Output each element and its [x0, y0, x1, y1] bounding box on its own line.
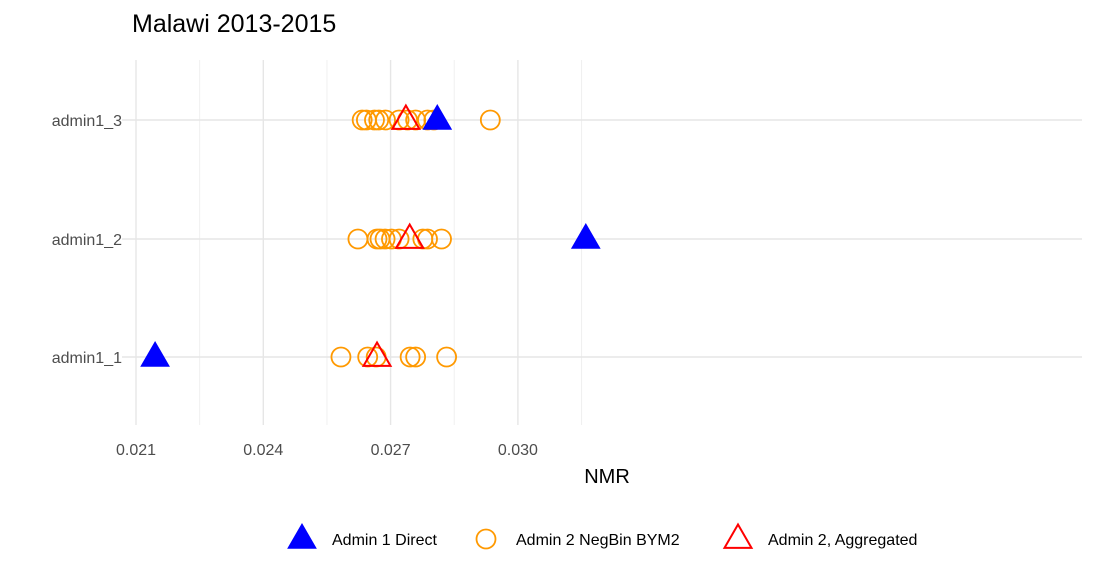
grid: [122, 60, 1082, 425]
admin-2-aggregated-point: [394, 222, 425, 249]
admin-2-negbin-bym2-point: [351, 109, 373, 131]
admin-2-aggregated-point: [390, 103, 422, 130]
y-tick-label: admin1_3: [52, 113, 122, 130]
x-tick-label: 0.024: [243, 442, 283, 459]
legend-label-admin-2-negbin-bym2: Admin 2 NegBin BYM2: [516, 532, 680, 549]
x-tick-labels: 0.021 0.024 0.027 0.030: [116, 442, 538, 459]
legend-label-admin-2-aggregated: Admin 2, Aggregated: [768, 532, 917, 549]
x-tick-label: 0.030: [498, 442, 538, 459]
admin-1-direct-point: [570, 222, 601, 249]
admin-1-direct-point: [422, 103, 453, 130]
admin-2-negbin-bym2-point: [374, 228, 396, 250]
admin-2-negbin-bym2-point: [364, 109, 385, 131]
legend-key-admin-2-negbin-bym2: [475, 528, 497, 550]
y-tick-label: admin1_1: [52, 350, 122, 367]
admin-2-negbin-bym2-point: [431, 228, 452, 250]
admin-2-negbin-bym2-point: [399, 346, 421, 368]
admin-2-negbin-bym2-point: [330, 346, 352, 368]
admin-2-negbin-bym2-point: [368, 109, 390, 131]
y-tick-label: admin1_2: [52, 232, 122, 249]
chart-title: Malawi 2013-2015: [132, 10, 336, 38]
y-tick-labels: admin1_1 admin1_2 admin1_3: [52, 113, 122, 367]
x-tick-label: 0.021: [116, 442, 156, 459]
legend-key-admin-2-aggregated: [722, 522, 754, 549]
legend: Admin 1 Direct Admin 2 NegBin BYM2 Admin 2…: [287, 522, 917, 550]
admin-2-aggregated-point: [361, 340, 393, 367]
legend-key-admin-1-direct: [287, 522, 317, 549]
admin-1-direct-point: [140, 340, 170, 367]
x-axis-title: NMR: [584, 466, 630, 488]
admin-2-negbin-bym2-point: [436, 346, 458, 368]
admin-2-negbin-bym2-point: [375, 109, 396, 131]
data-marks: [140, 103, 601, 368]
x-tick-label: 0.027: [371, 442, 411, 459]
admin-2-negbin-bym2-point: [405, 346, 427, 368]
legend-label-admin-1-direct: Admin 1 Direct: [332, 532, 437, 549]
admin-2-negbin-bym2-point: [479, 109, 501, 131]
